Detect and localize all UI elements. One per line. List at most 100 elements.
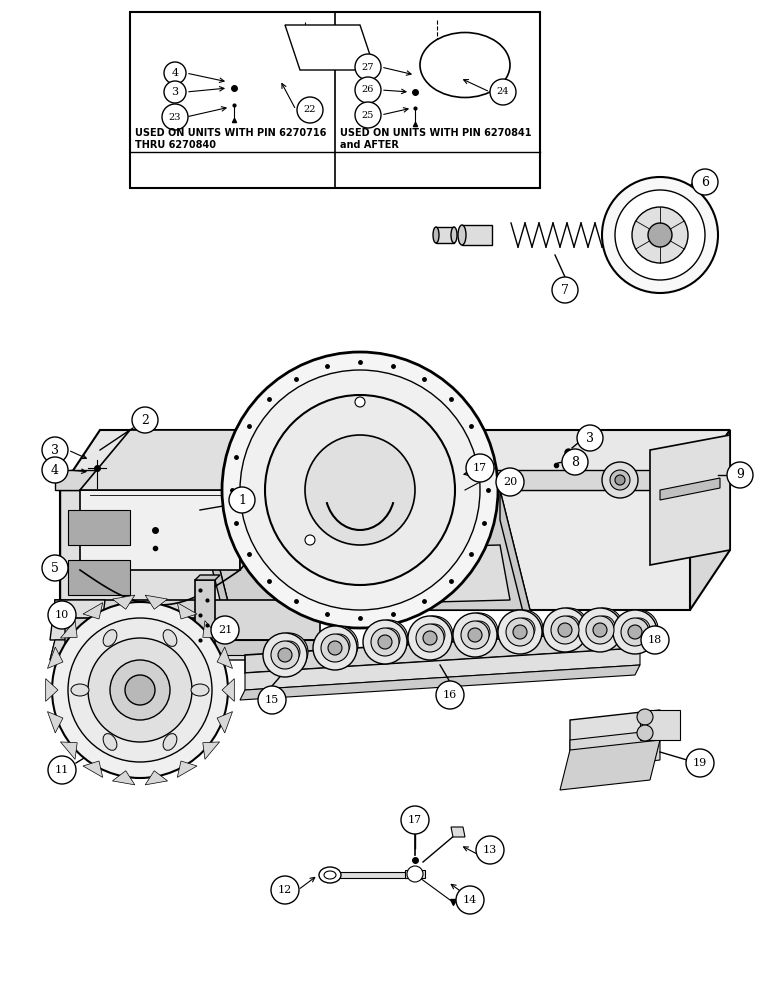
Bar (130, 12, 540, 188)
Polygon shape (640, 710, 680, 740)
Circle shape (68, 618, 212, 762)
Text: 23: 23 (169, 112, 181, 121)
Circle shape (408, 616, 452, 660)
Circle shape (613, 610, 657, 654)
Polygon shape (245, 630, 640, 673)
Ellipse shape (420, 32, 510, 98)
Ellipse shape (319, 867, 341, 883)
Circle shape (328, 634, 350, 656)
Circle shape (132, 407, 158, 433)
Circle shape (211, 616, 239, 644)
Circle shape (692, 169, 718, 195)
Circle shape (637, 709, 653, 725)
Text: 11: 11 (55, 765, 69, 775)
Circle shape (88, 638, 192, 742)
Text: 17: 17 (473, 463, 487, 473)
Ellipse shape (458, 225, 466, 245)
Polygon shape (178, 603, 197, 619)
Polygon shape (50, 640, 320, 660)
Text: 27: 27 (362, 62, 374, 72)
Circle shape (498, 610, 542, 654)
Circle shape (222, 352, 498, 628)
Circle shape (476, 836, 504, 864)
Circle shape (513, 618, 535, 640)
Circle shape (490, 79, 516, 105)
Polygon shape (145, 771, 168, 785)
Polygon shape (222, 679, 235, 701)
Polygon shape (500, 490, 530, 640)
Circle shape (453, 613, 497, 657)
Circle shape (328, 641, 342, 655)
Circle shape (506, 618, 534, 646)
Polygon shape (240, 665, 640, 700)
Polygon shape (462, 225, 492, 245)
Circle shape (727, 462, 753, 488)
Circle shape (577, 425, 603, 451)
Text: USED ON UNITS WITH PIN 6270716
THRU 6270840: USED ON UNITS WITH PIN 6270716 THRU 6270… (135, 128, 327, 150)
Circle shape (416, 624, 444, 652)
Circle shape (48, 601, 76, 629)
Polygon shape (436, 227, 454, 243)
Circle shape (229, 487, 255, 513)
Polygon shape (217, 712, 232, 733)
Circle shape (162, 104, 188, 130)
Circle shape (265, 395, 455, 585)
Polygon shape (55, 640, 320, 655)
Polygon shape (60, 430, 730, 490)
Polygon shape (80, 490, 240, 570)
Text: 18: 18 (648, 635, 662, 645)
Text: 3: 3 (586, 432, 594, 444)
Circle shape (355, 102, 381, 128)
Circle shape (686, 749, 714, 777)
Polygon shape (46, 679, 58, 701)
Text: 15: 15 (265, 695, 279, 705)
Circle shape (550, 608, 588, 646)
Polygon shape (68, 560, 130, 595)
Polygon shape (650, 435, 730, 565)
Circle shape (240, 370, 480, 610)
Ellipse shape (191, 684, 209, 696)
Circle shape (271, 876, 299, 904)
Circle shape (52, 602, 228, 778)
Polygon shape (60, 621, 77, 638)
Ellipse shape (433, 227, 439, 243)
Text: 4: 4 (51, 464, 59, 477)
Polygon shape (570, 730, 660, 770)
Circle shape (401, 806, 429, 834)
Text: 25: 25 (362, 110, 374, 119)
Polygon shape (50, 600, 105, 640)
Text: 26: 26 (362, 86, 374, 95)
Text: 24: 24 (496, 88, 510, 97)
Circle shape (378, 628, 400, 650)
Polygon shape (48, 712, 63, 733)
Polygon shape (217, 647, 232, 668)
Polygon shape (245, 648, 640, 690)
Circle shape (320, 626, 358, 664)
Text: 19: 19 (693, 758, 707, 768)
Polygon shape (55, 470, 690, 490)
Circle shape (505, 610, 543, 648)
Circle shape (513, 625, 527, 639)
Circle shape (378, 635, 392, 649)
Ellipse shape (71, 684, 89, 696)
Circle shape (466, 454, 494, 482)
Circle shape (593, 616, 615, 638)
Circle shape (456, 886, 484, 914)
Ellipse shape (451, 227, 457, 243)
Circle shape (305, 435, 415, 545)
Circle shape (363, 620, 407, 664)
Circle shape (42, 457, 68, 483)
Circle shape (423, 631, 437, 645)
Polygon shape (83, 603, 103, 619)
Circle shape (313, 626, 357, 670)
Polygon shape (113, 771, 135, 785)
Circle shape (423, 624, 445, 646)
Polygon shape (405, 870, 425, 878)
Polygon shape (203, 621, 219, 638)
Circle shape (305, 535, 315, 545)
Circle shape (648, 223, 672, 247)
Circle shape (468, 628, 482, 642)
Circle shape (468, 621, 490, 643)
Polygon shape (60, 742, 77, 759)
Circle shape (164, 62, 186, 84)
